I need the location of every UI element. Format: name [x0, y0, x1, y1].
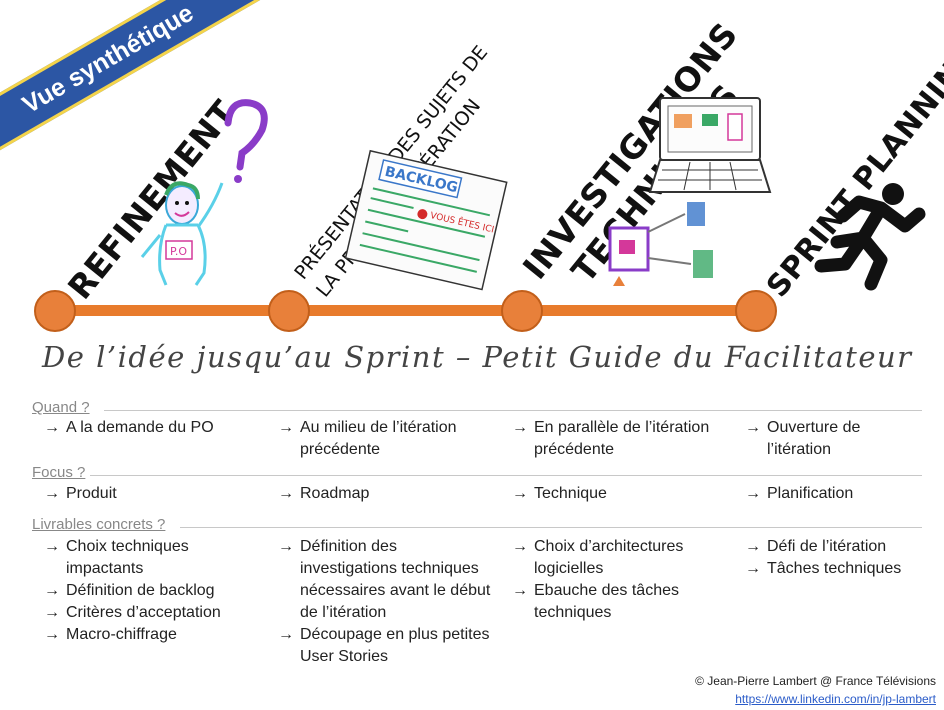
architecture-diagram-illustration: [608, 202, 713, 286]
timeline-line: [57, 305, 757, 316]
livrables-col-1: Choix techniques impactantsDéfinition de…: [44, 536, 254, 646]
livrables-col-3: Choix d’architectures logiciellesEbauche…: [512, 536, 712, 624]
bullet-item: Planification: [745, 483, 925, 505]
bullet-item: En parallèle de l’itération précédente: [512, 417, 722, 461]
focus-col-2: Roadmap: [278, 483, 488, 505]
po-character-illustration: P.O: [140, 99, 268, 286]
bullet-item: Au milieu de l’itération précédente: [278, 417, 488, 461]
section-rule-livrables: [180, 527, 922, 528]
section-label-quand: Quand ?: [32, 399, 90, 416]
livrables-col-2: Définition des investigations techniques…: [278, 536, 493, 668]
bullet-item: Roadmap: [278, 483, 488, 505]
bullet-item: Définition des investigations techniques…: [278, 536, 493, 624]
guide-subtitle: De l’idée jusqu’au Sprint – Petit Guide …: [42, 340, 913, 374]
bullet-item: Ebauche des tâches techniques: [512, 580, 712, 624]
milestone-investigations: [501, 290, 543, 332]
backlog-sheet-illustration: BACKLOG VOUS ÊTES ICI: [344, 149, 508, 291]
laptop-illustration: [648, 97, 772, 193]
bullet-item: Défi de l’itération: [745, 536, 925, 558]
quand-col-3: En parallèle de l’itération précédente: [512, 417, 722, 461]
bullet-item: Tâches techniques: [745, 558, 925, 580]
focus-col-4: Planification: [745, 483, 925, 505]
bullet-item: Macro-chiffrage: [44, 624, 254, 646]
po-badge-text: P.O: [170, 245, 187, 258]
quand-col-1: A la demande du PO: [44, 417, 254, 439]
section-rule-quand: [104, 410, 922, 411]
focus-col-3: Technique: [512, 483, 722, 505]
quand-col-2: Au milieu de l’itération précédente: [278, 417, 488, 461]
bullet-item: A la demande du PO: [44, 417, 254, 439]
section-rule-focus: [90, 475, 922, 476]
bullet-item: Ouverture de l’itération: [745, 417, 925, 461]
section-label-livrables: Livrables concrets ?: [32, 516, 166, 533]
bullet-item: Découpage en plus petites User Stories: [278, 624, 493, 668]
bullet-item: Technique: [512, 483, 722, 505]
milestone-presentation: [268, 290, 310, 332]
section-label-focus: Focus ?: [32, 464, 86, 481]
author-credit: © Jean-Pierre Lambert @ France Télévisio…: [695, 674, 936, 688]
bullet-item: Produit: [44, 483, 254, 505]
quand-col-4: Ouverture de l’itération: [745, 417, 925, 461]
milestone-sprint-planning: [735, 290, 777, 332]
bullet-item: Choix techniques impactants: [44, 536, 254, 580]
milestone-refinement: [34, 290, 76, 332]
running-figure-illustration: [814, 183, 926, 291]
focus-col-1: Produit: [44, 483, 254, 505]
bullet-item: Définition de backlog: [44, 580, 254, 602]
linkedin-link[interactable]: https://www.linkedin.com/in/jp-lambert: [735, 692, 936, 706]
livrables-col-4: Défi de l’itérationTâches techniques: [745, 536, 925, 580]
bullet-item: Choix d’architectures logicielles: [512, 536, 712, 580]
bullet-item: Critères d’acceptation: [44, 602, 254, 624]
